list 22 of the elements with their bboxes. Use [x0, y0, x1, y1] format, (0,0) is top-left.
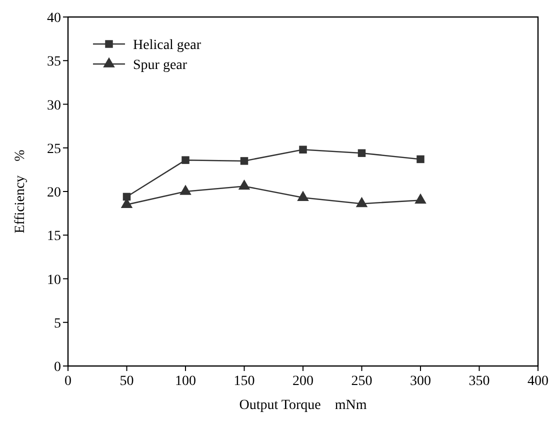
x-tick-label: 200	[292, 374, 314, 389]
y-tick-label: 15	[47, 229, 61, 244]
x-tick-label: 300	[410, 374, 431, 389]
legend-label: Spur gear	[133, 58, 188, 73]
x-tick-label: 100	[175, 374, 196, 389]
y-tick-label: 35	[47, 54, 61, 70]
y-tick-label: 25	[47, 142, 61, 157]
x-axis-title: Output Torque mNm	[239, 398, 367, 413]
y-tick-label: 0	[54, 360, 61, 375]
legend-label: Helical gear	[133, 38, 202, 53]
x-tick-label: 0	[64, 374, 72, 389]
x-tick-label: 250	[351, 374, 372, 389]
x-tick-label: 350	[468, 374, 490, 389]
y-tick-label: 40	[47, 11, 61, 26]
x-tick-label: 150	[234, 374, 255, 389]
x-tick-label: 50	[120, 374, 134, 389]
y-axis-title: Efficiency %	[13, 149, 28, 234]
x-tick-label: 400	[528, 374, 548, 389]
y-tick-label: 30	[47, 98, 61, 114]
y-tick-label: 5	[54, 316, 61, 332]
y-tick-label: 10	[47, 272, 61, 288]
y-tick-label: 20	[47, 186, 61, 200]
